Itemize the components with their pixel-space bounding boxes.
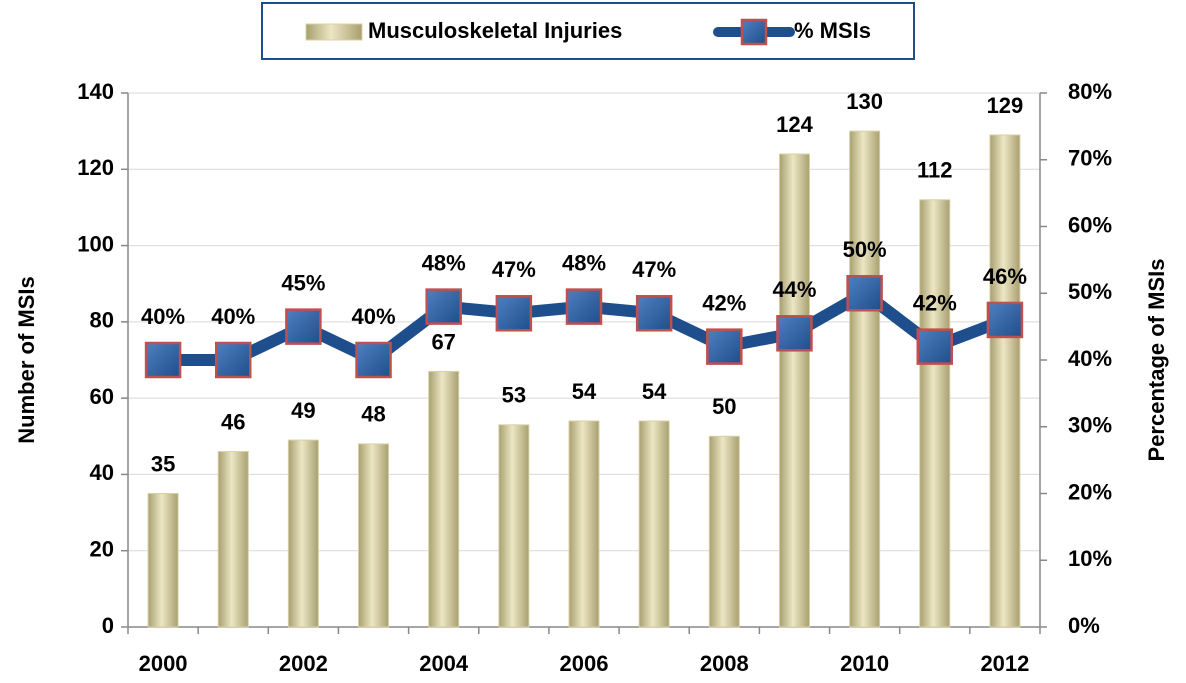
bar-value-label: 129 xyxy=(987,93,1024,118)
x-tick-label: 2012 xyxy=(980,651,1029,676)
bar xyxy=(778,153,810,628)
y-tick-label: 120 xyxy=(77,155,114,180)
marker xyxy=(425,288,462,325)
bar xyxy=(919,199,951,628)
marker xyxy=(355,341,392,379)
y2-tick-label: 60% xyxy=(1068,212,1112,237)
bar xyxy=(849,130,881,628)
marker xyxy=(214,341,252,379)
y2-tick-label: 80% xyxy=(1068,79,1112,104)
y2-tick-label: 40% xyxy=(1068,346,1112,371)
y2-axis-title: Percentage of MSIs xyxy=(1144,259,1169,462)
bar xyxy=(217,451,249,628)
bar xyxy=(568,420,600,628)
line-value-label: 46% xyxy=(983,264,1027,289)
line-value-label: 48% xyxy=(422,250,466,275)
y-tick-label: 100 xyxy=(77,231,114,256)
y-axis-title: Number of MSIs xyxy=(14,276,39,443)
bar-value-label: 49 xyxy=(291,398,315,423)
marker xyxy=(706,328,743,365)
bar-value-label: 50 xyxy=(712,394,736,419)
y-tick-label: 80 xyxy=(90,308,114,333)
bar-value-label: 67 xyxy=(431,329,455,354)
y2-tick-label: 70% xyxy=(1068,146,1112,171)
marker xyxy=(986,301,1024,339)
legend-box xyxy=(261,2,915,60)
marker xyxy=(565,288,603,325)
legend-label: % MSIs xyxy=(794,18,871,43)
bar-value-label: 130 xyxy=(846,89,883,114)
y-tick-label: 40 xyxy=(90,460,114,485)
bar-value-label: 54 xyxy=(642,379,667,404)
x-tick-label: 2004 xyxy=(419,651,469,676)
line-value-label: 42% xyxy=(913,290,957,315)
marker xyxy=(495,295,533,332)
x-tick-label: 2010 xyxy=(840,651,889,676)
marker xyxy=(285,308,322,345)
marker xyxy=(144,341,182,379)
line-value-label: 42% xyxy=(702,290,746,315)
bar-value-label: 124 xyxy=(776,112,813,137)
x-tick-label: 2000 xyxy=(139,651,188,676)
line-value-label: 50% xyxy=(843,237,887,262)
y2-tick-label: 0% xyxy=(1068,613,1100,638)
line-value-label: 40% xyxy=(352,304,396,329)
line-value-label: 44% xyxy=(772,277,816,302)
line-value-label: 45% xyxy=(281,270,325,295)
y-tick-label: 140 xyxy=(77,79,114,104)
y-tick-label: 0 xyxy=(102,613,114,638)
marker xyxy=(635,295,673,332)
bar xyxy=(287,439,319,628)
y2-tick-label: 50% xyxy=(1068,279,1112,304)
bar-value-label: 48 xyxy=(361,402,385,427)
bar xyxy=(989,134,1021,628)
bar xyxy=(428,370,460,628)
bar-value-label: 46 xyxy=(221,409,245,434)
bar xyxy=(708,435,740,628)
y2-tick-label: 20% xyxy=(1068,479,1112,504)
x-tick-label: 2006 xyxy=(560,651,609,676)
legend-swatch xyxy=(305,23,363,41)
bar xyxy=(358,443,390,628)
marker xyxy=(846,275,883,312)
line-value-label: 48% xyxy=(562,250,606,275)
bar-value-label: 35 xyxy=(151,451,175,476)
y-tick-label: 60 xyxy=(90,384,114,409)
bar-value-label: 53 xyxy=(502,383,526,408)
y2-tick-label: 30% xyxy=(1068,413,1112,438)
x-tick-label: 2002 xyxy=(279,651,328,676)
legend-label: Musculoskeletal Injuries xyxy=(368,18,622,43)
line-value-label: 40% xyxy=(141,304,185,329)
x-tick-label: 2008 xyxy=(700,651,749,676)
bar xyxy=(498,424,530,628)
line-value-label: 47% xyxy=(492,257,536,282)
marker xyxy=(916,328,954,365)
line-value-label: 40% xyxy=(211,304,255,329)
legend-marker xyxy=(740,18,768,46)
bar-value-label: 112 xyxy=(917,158,953,183)
y-tick-label: 20 xyxy=(90,537,114,562)
bar xyxy=(638,420,670,628)
bar-value-label: 54 xyxy=(572,379,597,404)
bar xyxy=(147,493,179,628)
marker xyxy=(776,315,813,352)
y2-tick-label: 10% xyxy=(1068,546,1112,571)
line-value-label: 47% xyxy=(632,257,676,282)
